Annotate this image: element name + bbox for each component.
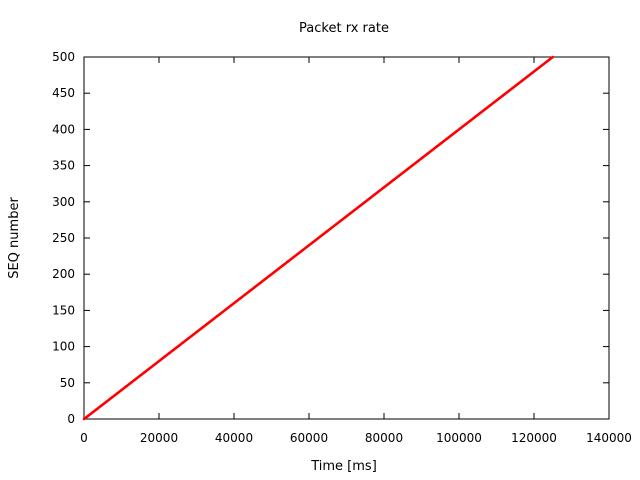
x-tick-label: 140000	[586, 431, 632, 445]
y-tick-label: 500	[52, 50, 75, 64]
y-tick-label: 150	[52, 303, 75, 317]
y-tick-label: 100	[52, 340, 75, 354]
y-tick-label: 50	[60, 376, 75, 390]
y-tick-label: 350	[52, 159, 75, 173]
x-tick-label: 100000	[436, 431, 482, 445]
y-tick-label: 250	[52, 231, 75, 245]
series-seq-points	[82, 55, 555, 421]
plot-frame	[83, 56, 610, 420]
y-axis: 0 50 100 150 200 250 300 350 400 450 500	[52, 50, 609, 426]
x-tick-label: 20000	[140, 431, 178, 445]
y-tick-label: 450	[52, 86, 75, 100]
x-tick-label: 60000	[290, 431, 328, 445]
x-tick-label: 0	[80, 431, 88, 445]
y-tick-label: 300	[52, 195, 75, 209]
x-tick-label: 40000	[215, 431, 253, 445]
chart-title: Packet rx rate	[299, 21, 389, 36]
y-axis-label: SEQ number	[7, 197, 22, 279]
x-tick-label: 120000	[511, 431, 557, 445]
x-tick-label: 80000	[365, 431, 403, 445]
data-point	[551, 55, 555, 59]
x-axis: 0 20000 40000 60000 80000 100000 120000 140000	[80, 57, 632, 445]
y-tick-label: 400	[52, 122, 75, 136]
y-tick-label: 0	[67, 412, 75, 426]
y-tick-label: 200	[52, 267, 75, 281]
x-axis-label: Time [ms]	[310, 459, 377, 474]
